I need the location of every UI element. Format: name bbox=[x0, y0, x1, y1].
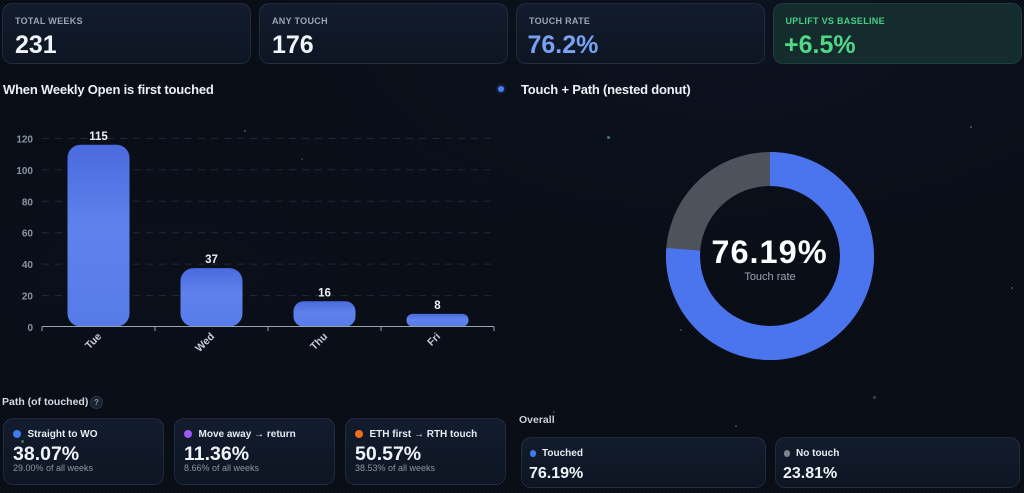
svg-text:40: 40 bbox=[22, 260, 34, 271]
svg-text:20: 20 bbox=[22, 292, 34, 303]
svg-text:60: 60 bbox=[22, 229, 34, 240]
svg-text:115: 115 bbox=[89, 131, 108, 143]
svg-text:Thu: Thu bbox=[308, 331, 330, 353]
svg-text:37: 37 bbox=[205, 254, 218, 266]
svg-text:16: 16 bbox=[318, 287, 331, 299]
svg-text:Fri: Fri bbox=[425, 331, 443, 349]
svg-text:Tue: Tue bbox=[83, 331, 104, 352]
svg-text:0: 0 bbox=[27, 323, 33, 334]
svg-text:100: 100 bbox=[16, 166, 33, 177]
svg-text:80: 80 bbox=[22, 197, 34, 208]
svg-text:120: 120 bbox=[16, 134, 33, 145]
svg-text:Wed: Wed bbox=[193, 331, 217, 355]
svg-text:8: 8 bbox=[434, 300, 441, 312]
